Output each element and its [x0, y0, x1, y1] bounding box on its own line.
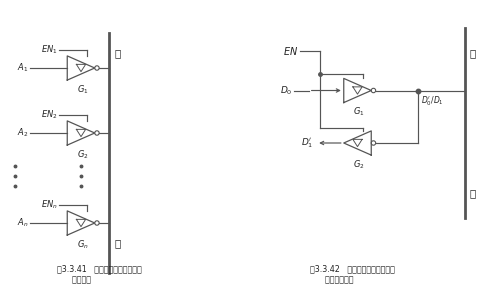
Text: $A_n$: $A_n$: [16, 217, 28, 229]
Text: $G_1$: $G_1$: [354, 105, 365, 118]
Text: 总: 总: [470, 48, 476, 58]
Text: 线: 线: [470, 188, 476, 198]
Text: $G_2$: $G_2$: [77, 148, 88, 161]
Text: $D_1'$: $D_1'$: [302, 136, 314, 150]
Text: $G_n$: $G_n$: [76, 238, 88, 251]
Text: $EN$: $EN$: [284, 45, 298, 57]
Text: 线: 线: [114, 238, 120, 248]
Text: $A_1$: $A_1$: [17, 62, 28, 74]
Text: $EN_1$: $EN_1$: [41, 44, 58, 56]
Text: 图3.3.42   用三态输出反相器实现
      数据双向传输: 图3.3.42 用三态输出反相器实现 数据双向传输: [310, 265, 395, 284]
Text: 总: 总: [114, 48, 120, 58]
Text: $D_0'/D_1$: $D_0'/D_1$: [421, 95, 444, 108]
Text: $EN_2$: $EN_2$: [41, 109, 58, 121]
Text: 图3.3.41   用三态输出反相器接成
      总线结构: 图3.3.41 用三态输出反相器接成 总线结构: [58, 265, 142, 284]
Text: $D_0$: $D_0$: [280, 84, 293, 97]
Text: $G_2$: $G_2$: [354, 158, 365, 171]
Text: $EN_n$: $EN_n$: [40, 199, 58, 211]
Text: $A_2$: $A_2$: [17, 127, 28, 139]
Text: $G_1$: $G_1$: [77, 83, 88, 96]
